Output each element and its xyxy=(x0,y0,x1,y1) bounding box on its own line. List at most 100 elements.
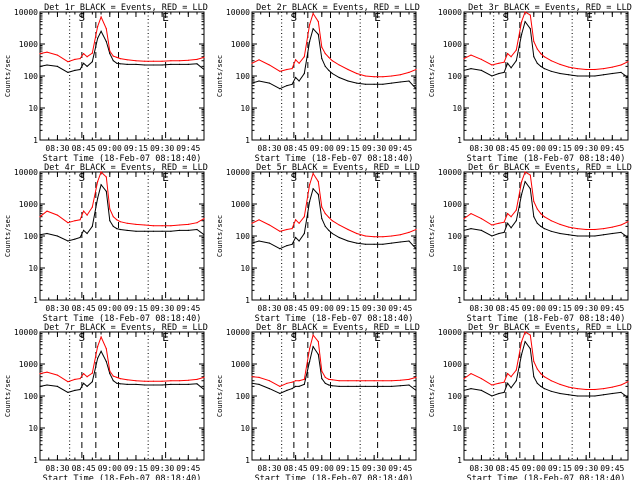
marker-label-e: E xyxy=(374,11,381,24)
data-point-events xyxy=(331,72,333,75)
data-point-lld xyxy=(463,58,465,60)
data-point-events xyxy=(498,72,500,75)
data-point-lld xyxy=(373,236,375,238)
data-point-lld xyxy=(503,381,505,383)
y-axis-label: Counts/sec xyxy=(428,55,436,97)
data-point-events xyxy=(521,33,523,36)
panel-title: Det 2r BLACK = Events, RED = LLD xyxy=(256,3,420,13)
data-point-events xyxy=(356,385,358,387)
data-point-lld xyxy=(309,348,311,350)
data-point-events xyxy=(543,388,545,390)
data-point-lld xyxy=(521,341,523,343)
data-point-events xyxy=(196,228,198,231)
data-point-events xyxy=(533,216,535,218)
data-point-lld xyxy=(470,373,472,375)
data-point-lld xyxy=(116,56,118,59)
data-point-lld xyxy=(312,334,314,336)
data-point-lld xyxy=(144,224,146,226)
data-point-lld xyxy=(312,172,314,175)
x-tick-label: 08:45 xyxy=(496,304,520,313)
data-point-events xyxy=(258,240,260,242)
data-point-events xyxy=(491,235,493,237)
data-point-events xyxy=(328,229,330,231)
marker-label-e: E xyxy=(586,171,593,184)
data-point-events xyxy=(152,64,154,66)
y-tick-label: 10000 xyxy=(438,8,462,17)
data-point-events xyxy=(611,392,613,395)
data-point-events xyxy=(83,229,85,231)
data-point-lld xyxy=(203,56,205,59)
marker-label-e: E xyxy=(162,11,169,24)
data-point-lld xyxy=(620,384,622,386)
panel-title: Det 4r BLACK = Events, RED = LLD xyxy=(44,163,208,173)
y-axis-label: Counts/sec xyxy=(216,375,224,417)
panel-title: Det 3r BLACK = Events, RED = LLD xyxy=(468,3,632,13)
x-tick-label: 08:30 xyxy=(257,464,281,473)
data-point-events xyxy=(179,229,181,231)
data-point-events xyxy=(603,74,605,76)
data-point-events xyxy=(585,75,587,77)
x-axis-label: Start Time (18-Feb-07 08:18:40) xyxy=(467,314,626,324)
plot-frame xyxy=(39,171,205,301)
data-point-events xyxy=(399,385,401,387)
data-point-lld xyxy=(112,55,114,57)
x-tick-label: 08:45 xyxy=(284,144,308,153)
data-point-events xyxy=(279,88,281,90)
data-point-events xyxy=(312,346,314,348)
y-tick-label: 1 xyxy=(245,456,250,465)
data-point-events xyxy=(119,63,121,65)
data-point-events xyxy=(295,385,297,387)
x-tick-label: 08:45 xyxy=(284,304,308,313)
data-point-events xyxy=(126,229,128,231)
data-point-events xyxy=(203,68,205,71)
data-point-lld xyxy=(91,206,93,208)
data-point-events xyxy=(529,28,531,30)
data-point-events xyxy=(620,391,622,393)
series-line-lld xyxy=(39,335,205,383)
data-point-lld xyxy=(470,213,472,215)
data-point-lld xyxy=(364,235,366,237)
data-point-events xyxy=(515,380,517,382)
data-point-lld xyxy=(100,16,102,18)
data-point-events xyxy=(312,188,314,190)
data-point-lld xyxy=(105,176,107,178)
data-point-lld xyxy=(568,386,570,388)
x-tick-label: 09:15 xyxy=(336,464,360,473)
data-point-lld xyxy=(298,380,300,382)
data-point-events xyxy=(56,385,59,387)
series-line-lld xyxy=(251,172,417,238)
data-point-lld xyxy=(515,209,517,211)
data-point-lld xyxy=(286,382,288,384)
marker-label-s: S xyxy=(79,331,86,344)
data-point-lld xyxy=(97,181,99,183)
data-point-lld xyxy=(524,171,526,173)
data-point-lld xyxy=(144,380,146,382)
y-tick-label: 1 xyxy=(457,296,462,305)
series-line-events xyxy=(251,27,417,90)
data-point-events xyxy=(105,40,107,43)
data-point-lld xyxy=(119,221,121,223)
data-point-events xyxy=(135,383,137,385)
data-point-lld xyxy=(144,60,146,62)
data-point-lld xyxy=(295,380,297,382)
data-point-events xyxy=(268,388,270,390)
data-point-lld xyxy=(594,68,596,71)
data-point-events xyxy=(152,384,154,386)
data-point-lld xyxy=(291,228,293,230)
x-tick-label: 09:45 xyxy=(176,304,200,313)
data-point-events xyxy=(279,392,281,395)
data-point-lld xyxy=(524,11,526,13)
data-point-lld xyxy=(507,373,509,375)
data-point-lld xyxy=(408,378,410,380)
data-point-events xyxy=(109,53,111,55)
data-point-lld xyxy=(536,48,538,50)
data-point-lld xyxy=(399,234,401,236)
data-point-events xyxy=(116,382,118,384)
y-axis-label: Counts/sec xyxy=(4,215,12,257)
data-point-events xyxy=(170,383,172,385)
data-point-lld xyxy=(152,225,154,227)
data-point-lld xyxy=(529,14,531,16)
data-point-lld xyxy=(83,53,85,55)
x-tick-label: 09:30 xyxy=(574,304,598,313)
